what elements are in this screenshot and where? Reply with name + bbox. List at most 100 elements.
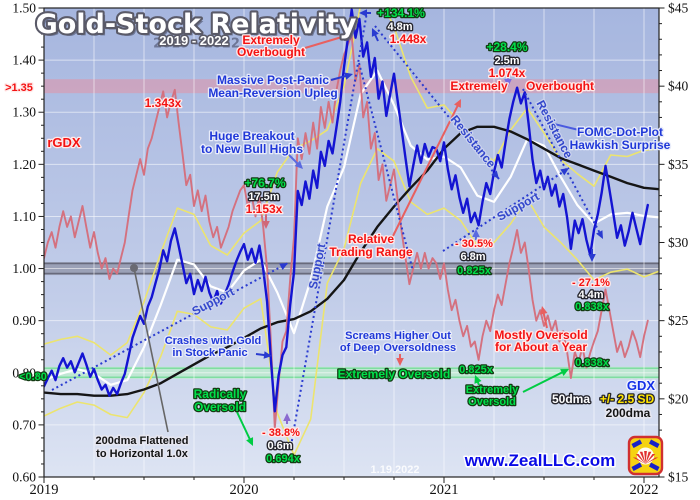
annotation-text: GDX xyxy=(627,378,656,393)
annotation-text: 6.8m xyxy=(460,251,485,263)
arrowhead xyxy=(474,375,482,384)
annotation-text: 0.6m xyxy=(267,440,292,452)
annotation-text: - 30.5% xyxy=(455,238,493,250)
left-axis-label: 1.30 xyxy=(12,105,36,120)
right-axis-label: $45 xyxy=(668,1,689,16)
annotation-text: +134.1% xyxy=(377,6,425,20)
arrowhead xyxy=(294,160,303,169)
trendlines-group xyxy=(51,11,604,447)
left-axis-label: 0.60 xyxy=(12,470,36,485)
series-lower_band_-2.5SD xyxy=(44,147,659,456)
annotation-arrow xyxy=(236,411,253,443)
annotation-arrow xyxy=(390,102,461,241)
left-axis-label: 1.40 xyxy=(12,53,36,68)
annotation-text: Huge Breakout xyxy=(209,129,294,143)
annotation-text: Radically xyxy=(194,387,247,401)
annotation-text: Extremely xyxy=(242,33,300,47)
right-axis-label: $40 xyxy=(668,79,689,94)
arrowhead xyxy=(359,9,367,17)
annotation-shadow: 2019 - 2022 xyxy=(153,37,240,52)
annotation-text: 4.8m xyxy=(387,21,412,33)
annotation-text: 2019 - 2022 xyxy=(159,33,228,48)
annotation-text: 50dma xyxy=(552,392,590,406)
annotation-text: Gold-Stock Relativity xyxy=(36,9,357,40)
annotation-text: Relative xyxy=(348,232,394,246)
left-axis-label: 0.90 xyxy=(12,313,36,328)
left-axis-label: 1.20 xyxy=(12,157,36,172)
annotation-text: Massive Post-Panic xyxy=(217,73,329,87)
arrowhead xyxy=(246,437,254,446)
logo-shell-ray xyxy=(635,454,646,464)
logo-mark xyxy=(631,439,643,448)
annotation-text: - 27.1% xyxy=(572,277,610,289)
annotation-text: 0.838x xyxy=(575,301,610,313)
annotation-arrow xyxy=(304,34,349,49)
left-axis-label: 1.50 xyxy=(12,1,36,16)
annotation-arrow xyxy=(549,121,584,132)
annotation-text: 1.074x xyxy=(489,66,526,80)
annotation-shadow: Gold-Stock Relativity xyxy=(38,12,359,43)
x-axis-label: 2019 xyxy=(30,482,59,498)
x-axis-label: 2022 xyxy=(630,482,659,498)
x-axis-label: 2020 xyxy=(230,482,259,498)
annotation-text: Trading Range xyxy=(329,245,413,259)
annotation-arrow xyxy=(522,369,566,393)
logo-shell-ray xyxy=(645,451,652,464)
logo-shell-ray xyxy=(645,454,656,464)
extremely-overbought-band xyxy=(44,79,659,94)
annotation-text: 0.838x xyxy=(575,357,610,369)
annotation-text: 1.343x xyxy=(145,96,182,110)
annotation-text: Extremely xyxy=(466,384,519,396)
x-axis-label: 2021 xyxy=(430,482,459,498)
annotation-text: 1.19.2022 xyxy=(371,464,420,476)
annotation-text: Extremely xyxy=(450,79,508,93)
logo-shell-ray xyxy=(644,451,647,464)
annotation-text: +/- 2.5 SD xyxy=(600,392,655,406)
annotation-text: Crashes with Gold xyxy=(165,335,262,347)
left-axis-label: 1.10 xyxy=(12,209,36,224)
pointer-line xyxy=(133,267,169,433)
logo-mark xyxy=(631,462,643,471)
annotation-text: 0.825x xyxy=(459,364,494,376)
arrowhead xyxy=(504,79,512,87)
trendline xyxy=(442,167,570,252)
arrowhead xyxy=(491,170,499,179)
trendline xyxy=(522,88,604,240)
annotation-text: to Horizontal 1.0x xyxy=(96,448,189,460)
annotation-text: +28.4% xyxy=(486,40,527,54)
annotation-text: www.ZealLLC.com xyxy=(464,451,616,470)
annotation-text: 17.5m xyxy=(248,191,279,203)
annotation-text: Extremely Oversold xyxy=(338,367,451,381)
left-axis-label: 0.70 xyxy=(12,417,36,432)
arrowhead xyxy=(540,306,548,315)
right-axis-label: $25 xyxy=(668,313,689,328)
annotation-text: Overbought xyxy=(237,45,305,59)
arrowhead xyxy=(263,351,272,359)
arrowhead xyxy=(472,229,480,237)
logo-shell-ray xyxy=(639,451,646,464)
right-axis-label: $30 xyxy=(668,235,689,250)
series-50dma xyxy=(44,69,659,386)
annotation-text: - 38.8% xyxy=(262,427,300,439)
arrowhead xyxy=(344,72,353,80)
logo-shell-ray xyxy=(632,457,646,464)
logo-shell-ray xyxy=(645,457,659,464)
right-axis-label: $15 xyxy=(668,470,689,485)
annotation-text: 200dma xyxy=(606,406,651,420)
arrowhead xyxy=(283,413,291,421)
logo-mark xyxy=(648,439,660,448)
annotation-text: Hawkish Surprise xyxy=(570,138,671,152)
annotation-text: rGDX xyxy=(47,135,81,150)
arrowhead xyxy=(396,358,404,366)
arrowhead xyxy=(546,120,555,128)
arrowhead xyxy=(279,263,288,270)
annotation-text: 1.153x xyxy=(246,202,283,216)
annotation-text: <0.80 xyxy=(19,371,47,383)
arrowhead xyxy=(262,221,270,229)
annotation-text: Mean-Reversion Upleg xyxy=(208,86,337,100)
annotation-text: Screams Higher Out xyxy=(345,330,451,342)
trendline xyxy=(290,11,368,447)
arrowhead xyxy=(371,28,379,37)
